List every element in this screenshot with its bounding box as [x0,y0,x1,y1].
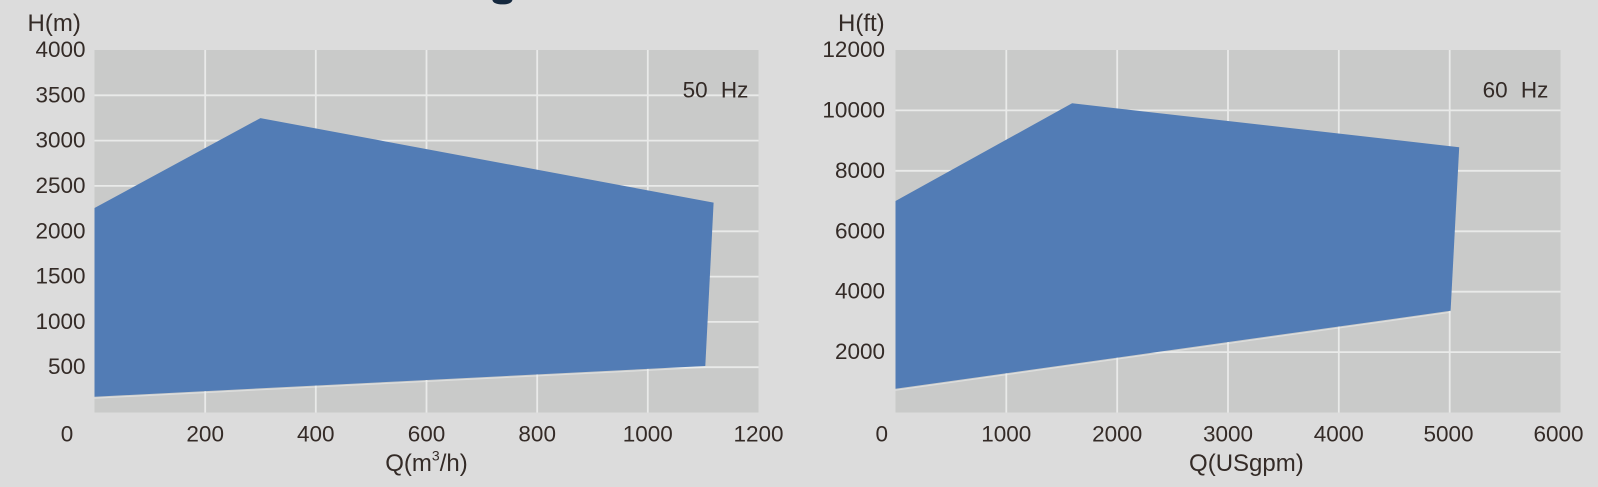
svg-text:4000: 4000 [35,37,85,62]
svg-text:12000: 12000 [822,37,885,62]
svg-text:60 Hz: 60 Hz [1483,78,1549,103]
svg-text:800: 800 [518,422,556,447]
svg-text:H(m): H(m) [28,10,81,37]
svg-text:0: 0 [875,422,888,447]
svg-text:600: 600 [408,422,446,447]
svg-text:H(ft): H(ft) [838,10,885,37]
svg-text:200: 200 [186,422,224,447]
svg-text:Q(m3/h): Q(m3/h) [385,448,467,478]
svg-text:2000: 2000 [1092,422,1142,447]
svg-text:Q(USgpm): Q(USgpm) [1189,450,1304,477]
svg-text:50 Hz: 50 Hz [683,78,749,103]
svg-text:5000: 5000 [1423,422,1473,447]
svg-text:8000: 8000 [835,158,885,183]
svg-text:3500: 3500 [35,82,85,107]
svg-text:2000: 2000 [35,218,85,243]
svg-text:3000: 3000 [35,128,85,153]
svg-text:1500: 1500 [35,264,85,289]
svg-text:500: 500 [48,354,86,379]
svg-text:10000: 10000 [822,97,885,122]
svg-text:1000: 1000 [981,422,1031,447]
svg-text:4000: 4000 [1314,422,1364,447]
svg-text:1000: 1000 [623,422,673,447]
svg-text:1200: 1200 [733,422,783,447]
svg-text:2000: 2000 [835,339,885,364]
svg-text:3000: 3000 [1203,422,1253,447]
svg-text:6000: 6000 [835,218,885,243]
svg-text:400: 400 [297,422,335,447]
svg-text:6000: 6000 [1533,422,1583,447]
svg-text:4000: 4000 [835,279,885,304]
svg-text:2500: 2500 [35,173,85,198]
svg-text:0: 0 [61,422,74,447]
svg-text:1000: 1000 [35,309,85,334]
